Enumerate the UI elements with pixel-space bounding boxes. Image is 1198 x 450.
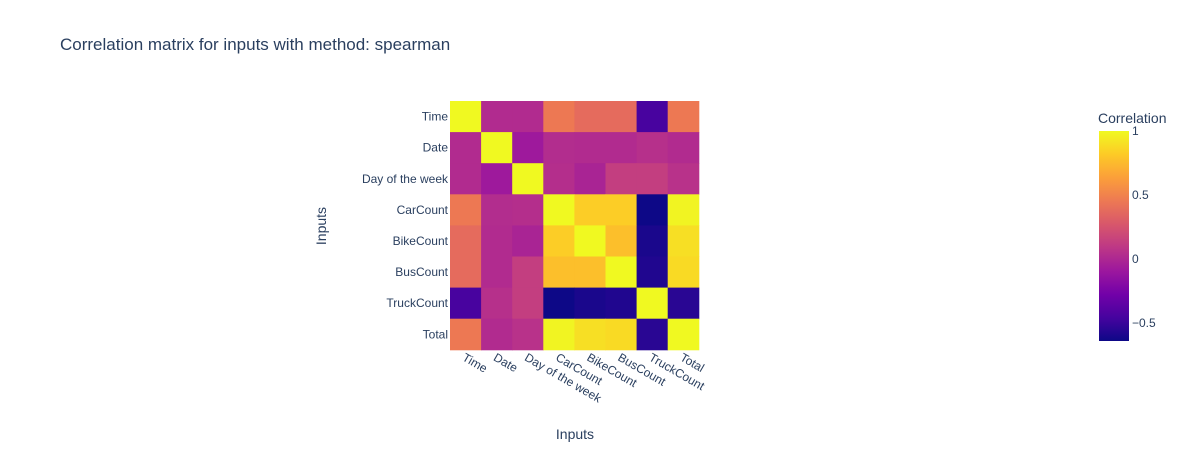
- heatmap-cell: [512, 101, 544, 133]
- heatmap-cell: [605, 318, 638, 351]
- y-tick-label: Date: [423, 141, 449, 155]
- heatmap-cell: [450, 256, 482, 289]
- colorbar-tick-label: 0.5: [1132, 188, 1149, 202]
- heatmap-cell: [667, 194, 700, 226]
- heatmap-cell: [543, 256, 575, 289]
- heatmap-cells: [450, 101, 700, 351]
- heatmap-cell: [450, 287, 482, 320]
- heatmap-cell: [667, 132, 700, 164]
- y-tick-label: Total: [423, 327, 448, 341]
- heatmap-cell: [543, 163, 575, 195]
- y-tick-label: CarCount: [397, 203, 449, 217]
- heatmap-cell: [574, 163, 606, 195]
- heatmap-cell: [574, 194, 606, 226]
- heatmap-cell: [543, 225, 575, 257]
- heatmap-cell: [605, 101, 638, 133]
- y-tick-label: BusCount: [395, 265, 448, 279]
- heatmap-cell: [481, 132, 513, 164]
- heatmap-cell: [481, 163, 513, 195]
- heatmap-cell: [512, 256, 544, 289]
- heatmap-cell: [605, 163, 638, 195]
- heatmap-cell: [512, 194, 544, 226]
- x-tick-label: Date: [491, 350, 520, 375]
- colorbar: [1099, 131, 1129, 341]
- y-tick-label: TruckCount: [386, 296, 448, 310]
- heatmap-cell: [450, 101, 482, 133]
- heatmap-cell: [574, 132, 606, 164]
- heatmap-cell: [667, 101, 700, 133]
- heatmap-cell: [574, 256, 606, 289]
- heatmap-cell: [605, 132, 638, 164]
- heatmap-cell: [543, 132, 575, 164]
- heatmap-cell: [605, 256, 638, 289]
- heatmap-cell: [574, 225, 606, 257]
- x-tick-label: Time: [460, 350, 490, 375]
- x-axis-ticks: Time Date Day of the weekCarCountBikeCount…: [460, 350, 708, 406]
- heatmap-cell: [667, 225, 700, 257]
- heatmap-cell: [636, 194, 669, 226]
- heatmap-cell: [450, 163, 482, 195]
- heatmap-cell: [512, 287, 544, 320]
- y-axis-ticks: Time Date Day of the week CarCount BikeCount…: [362, 110, 449, 342]
- heatmap-cell: [605, 225, 638, 257]
- heatmap-cell: [636, 225, 669, 257]
- heatmap-cell: [481, 256, 513, 289]
- heatmap-cell: [574, 101, 606, 133]
- colorbar-tick-label: −0.5: [1132, 316, 1156, 330]
- heatmap-cell: [636, 163, 669, 195]
- heatmap-cell: [543, 101, 575, 133]
- heatmap-cell: [667, 256, 700, 289]
- heatmap-cell: [481, 318, 513, 351]
- heatmap-cell: [605, 287, 638, 320]
- heatmap-cell: [481, 225, 513, 257]
- heatmap-cell: [543, 287, 575, 320]
- heatmap-cell: [450, 132, 482, 164]
- y-tick-label: Day of the week: [362, 172, 449, 186]
- heatmap-cell: [636, 132, 669, 164]
- colorbar-ticks: 1 0.5 0 −0.5: [1132, 124, 1156, 330]
- heatmap-cell: [636, 318, 669, 351]
- heatmap-cell: [450, 225, 482, 257]
- heatmap-cell: [512, 132, 544, 164]
- heatmap-cell: [481, 194, 513, 226]
- heatmap-cell: [512, 163, 544, 195]
- x-axis-title: Inputs: [556, 426, 594, 442]
- heatmap-cell: [543, 194, 575, 226]
- colorbar-tick-label: 0: [1132, 252, 1139, 266]
- heatmap-cell: [667, 318, 700, 351]
- heatmap-cell: [481, 101, 513, 133]
- colorbar-tick-label: 1: [1132, 124, 1139, 138]
- heatmap-cell: [512, 318, 544, 351]
- heatmap-cell: [512, 225, 544, 257]
- heatmap-cell: [543, 318, 575, 351]
- heatmap-cell: [450, 318, 482, 351]
- chart-title: Correlation matrix for inputs with metho…: [60, 35, 450, 54]
- heatmap-cell: [636, 101, 669, 133]
- heatmap-cell: [450, 194, 482, 226]
- y-tick-label: Time: [422, 110, 449, 124]
- heatmap-cell: [636, 287, 669, 320]
- heatmap-cell: [667, 287, 700, 320]
- heatmap-cell: [605, 194, 638, 226]
- heatmap-cell: [574, 287, 606, 320]
- heatmap-cell: [574, 318, 606, 351]
- y-axis-title: Inputs: [313, 207, 329, 245]
- colorbar-title: Correlation: [1098, 110, 1166, 126]
- heatmap-cell: [667, 163, 700, 195]
- heatmap-cell: [636, 256, 669, 289]
- heatmap-cell: [481, 287, 513, 320]
- y-tick-label: BikeCount: [393, 234, 449, 248]
